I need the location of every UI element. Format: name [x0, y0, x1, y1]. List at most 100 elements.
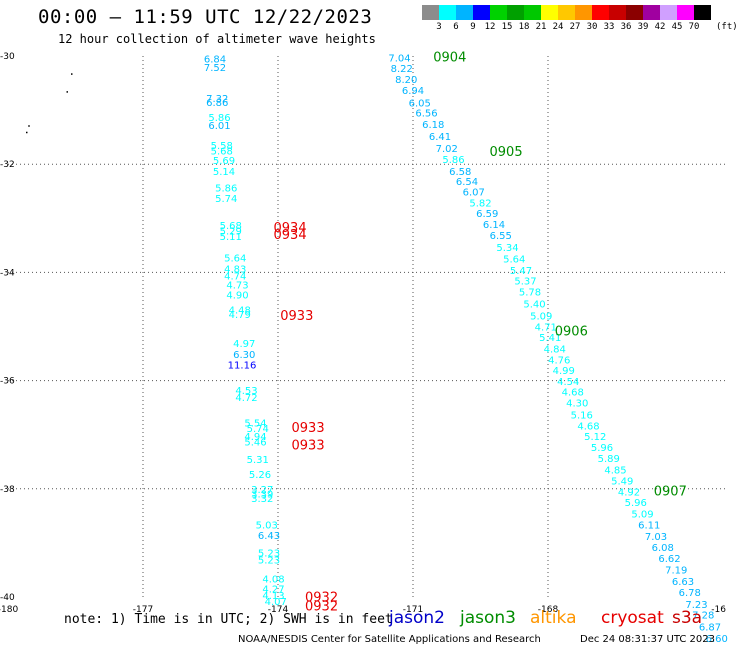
wave-height-label: 4.84 — [544, 344, 566, 355]
wave-height-label: 6.14 — [483, 220, 505, 231]
wave-height-label: 3.27 — [251, 485, 273, 496]
colorbar-swatch — [643, 5, 660, 20]
wave-height-label: 4.13 — [262, 591, 284, 602]
y-tick-label: -36 — [0, 377, 15, 387]
wave-height-label: 5.96 — [625, 498, 647, 509]
colorbar-swatch — [422, 5, 439, 20]
x-tick-label: -171 — [403, 605, 423, 615]
wave-height-label: 6.43 — [258, 531, 280, 542]
footnote: note: 1) Time is in UTC; 2) SWH is in fe… — [64, 612, 393, 627]
wave-height-label: 4.85 — [604, 466, 626, 477]
colorbar-swatch — [490, 5, 507, 20]
data-speck — [26, 131, 28, 134]
legend-item-altika: altika — [530, 608, 577, 628]
wave-height-label: 4.68 — [577, 421, 599, 432]
colorbar-swatch — [660, 5, 677, 20]
wave-height-label: 5.86 — [215, 183, 237, 194]
wave-height-label: 5.37 — [514, 276, 536, 287]
wave-height-label: 4.54 — [557, 377, 579, 388]
colorbar-label: 33 — [603, 22, 615, 32]
wave-height-label: 8.22 — [391, 64, 413, 75]
colorbar-label: 70 — [688, 22, 700, 32]
wave-height-label: 4.73 — [226, 281, 248, 292]
x-tick-label: -168 — [538, 605, 559, 615]
time-label: 0932 — [305, 600, 338, 615]
wave-height-label: 6.07 — [463, 188, 485, 199]
wave-height-label: 4.72 — [235, 393, 257, 404]
wave-height-label: 5.68 — [220, 221, 242, 232]
time-label: 0932 — [305, 590, 338, 605]
colorbar-label: 15 — [501, 22, 513, 32]
wave-height-label: 6.05 — [409, 98, 431, 109]
wave-height-label: 6.54 — [456, 177, 478, 188]
wave-height-label: 5.23 — [258, 548, 280, 559]
wave-height-label: 8.20 — [395, 75, 417, 86]
wave-height-label: 6.94 — [402, 86, 424, 97]
time-label: 0933 — [292, 438, 325, 453]
colorbar-label: 39 — [637, 22, 649, 32]
wave-height-label: 7.02 — [436, 144, 458, 155]
wave-height-label: 7.52 — [204, 63, 226, 74]
wave-height-label: 4.90 — [226, 290, 248, 301]
x-tick-label: -174 — [268, 605, 289, 615]
wave-height-label: 6.59 — [476, 209, 498, 220]
colorbar-swatch — [626, 5, 643, 20]
colorbar-swatch — [575, 5, 592, 20]
wave-height-label: 4.53 — [235, 386, 257, 397]
y-tick-label: -32 — [0, 160, 15, 170]
wave-height-label: 5.86 — [208, 113, 230, 124]
data-speck — [66, 91, 68, 93]
wave-height-label: 5.64 — [224, 254, 246, 265]
colorbar-swatch — [609, 5, 626, 20]
wave-height-label: 4.76 — [548, 355, 570, 366]
wave-height-label: 4.30 — [566, 399, 588, 410]
wave-height-label: 5.58 — [211, 141, 233, 152]
wave-height-label: 5.03 — [256, 520, 278, 531]
wave-height-label: 5.09 — [530, 311, 552, 322]
x-tick-label: -180 — [0, 605, 18, 615]
wave-height-label: 7.03 — [645, 532, 667, 543]
colorbar-label: 30 — [586, 22, 598, 32]
colorbar-swatch — [694, 5, 711, 20]
wave-height-label: 5.29 — [220, 227, 242, 238]
colorbar-label: 12 — [484, 22, 496, 32]
colorbar-swatch — [524, 5, 541, 20]
time-label: 0904 — [433, 50, 466, 65]
colorbar-label: 42 — [654, 22, 666, 32]
colorbar-swatch — [592, 5, 609, 20]
wave-height-label: 5.64 — [503, 255, 525, 266]
time-label: 0905 — [490, 145, 523, 160]
x-tick-label: -177 — [133, 605, 153, 615]
wave-height-label: 7.04 — [388, 53, 410, 64]
x-tick-label: -16 — [711, 605, 726, 615]
wave-height-label: 6.08 — [652, 543, 674, 554]
wave-height-label: 6.41 — [429, 132, 451, 143]
wave-height-label: 4.83 — [224, 264, 246, 275]
wave-height-label: 5.78 — [519, 288, 541, 299]
y-tick-label: -38 — [0, 485, 15, 495]
wave-height-label: 6.84 — [204, 54, 226, 65]
data-speck — [71, 73, 73, 75]
time-label: 0907 — [654, 484, 687, 499]
colorbar-swatch — [507, 5, 524, 20]
wave-height-label: 7.19 — [665, 566, 687, 577]
colorbar-label: 9 — [470, 22, 476, 32]
colorbar-label: 6 — [453, 22, 459, 32]
time-label: 0934 — [274, 228, 307, 243]
wave-height-label: 6.87 — [699, 623, 721, 634]
wave-height-label: 5.89 — [598, 454, 620, 465]
time-label: 0933 — [280, 309, 313, 324]
wave-height-label: 5.34 — [496, 243, 518, 254]
wave-height-label: 6.86 — [206, 98, 228, 109]
wave-height-label: 5.14 — [213, 167, 235, 178]
wave-height-label: 4.48 — [229, 306, 251, 317]
wave-height-label: 5.68 — [211, 146, 233, 157]
wave-height-label: 3.39 — [251, 489, 273, 500]
y-tick-label: -40 — [0, 593, 15, 603]
colorbar-label: 45 — [671, 22, 683, 32]
wave-height-label: 7.23 — [685, 600, 707, 611]
time-label: 0933 — [292, 421, 325, 436]
footer-credit: NOAA/NESDIS Center for Satellite Applica… — [238, 634, 541, 645]
colorbar-label: 24 — [552, 22, 564, 32]
